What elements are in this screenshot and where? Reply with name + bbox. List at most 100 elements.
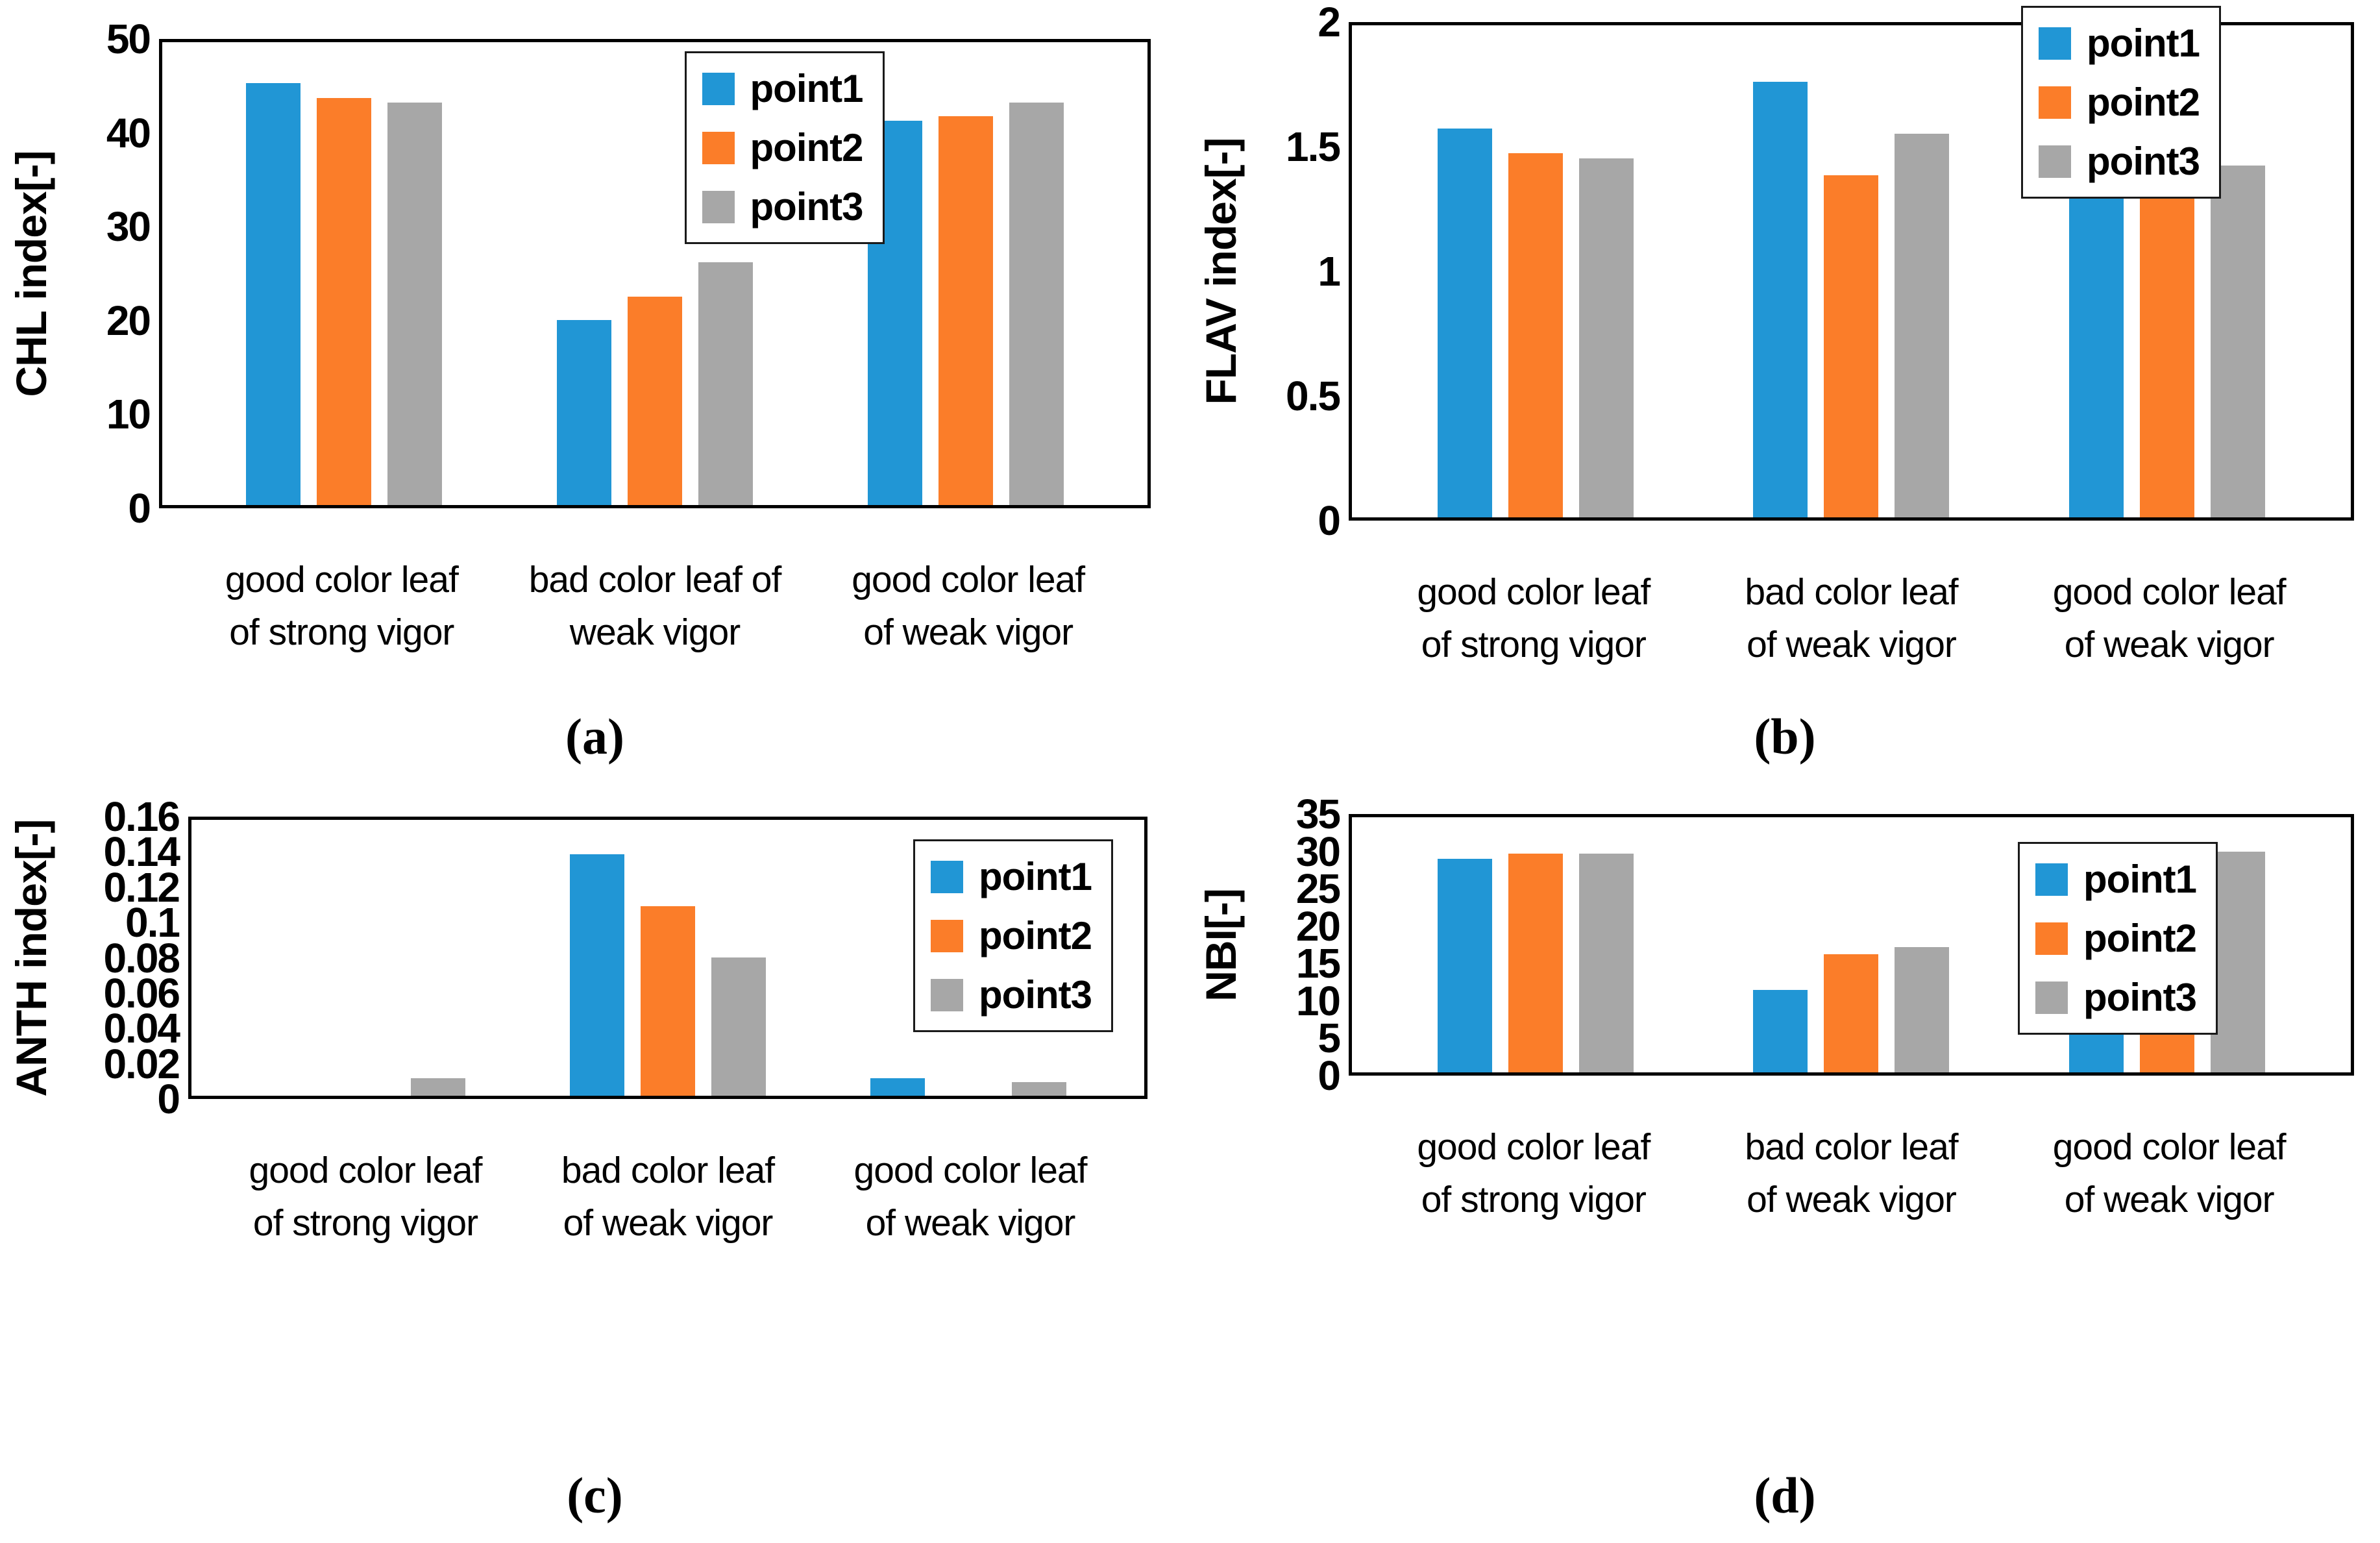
bar-point1-group1	[1438, 129, 1493, 517]
legend-label: point2	[2087, 80, 2200, 124]
x-category-label: bad color leaf of weak vigor	[528, 559, 782, 653]
x-category-label: bad color leaf of weak vigor	[1745, 571, 1958, 665]
y-tick-label: 0.12	[103, 863, 180, 911]
bar-point2-group3	[2139, 153, 2194, 517]
legend-label: point1	[750, 67, 864, 110]
legend-swatch-point2	[931, 919, 964, 952]
bar-group-3	[870, 820, 1066, 1096]
legend-item-point2: point2	[931, 913, 1092, 958]
bar-point2-group2	[1824, 954, 1879, 1072]
bar-point2-group1	[316, 98, 371, 505]
legend-label: point1	[2083, 858, 2197, 901]
bar-group-1	[245, 42, 442, 505]
y-tick-label: 0	[1318, 1052, 1341, 1099]
chart-area-a: CHL index[-] 0 10 20 30 40 50 point1 point2 poi…	[0, 16, 1190, 532]
legend-label: point2	[750, 126, 864, 169]
y-tick-label: 1	[1318, 248, 1341, 295]
bar-group-3	[868, 42, 1064, 505]
bars-container	[162, 42, 1147, 505]
y-tick-label: 35	[1295, 791, 1341, 837]
legend-swatch-point1	[2039, 27, 2072, 60]
bar-group-2	[1753, 817, 1950, 1072]
y-tick-label: 20	[106, 297, 151, 344]
panel-a: CHL index[-] 0 10 20 30 40 50 point1 point2 poi…	[0, 0, 1190, 811]
bar-group-2	[569, 820, 766, 1096]
chart-area-d: NBI[-] 0 5 10 15 20 25 30 35 point1 point2 point3	[1190, 791, 2380, 1099]
legend-swatch-point1	[2035, 863, 2068, 896]
y-axis-title-column: ANTH index[-]	[0, 817, 62, 1099]
legend-item-point1: point1	[931, 854, 1092, 899]
y-axis-ticks: 0 5 10 15 20 25 30 35	[1251, 791, 1349, 1099]
panel-label: (a)	[565, 708, 624, 765]
y-axis-title: FLAV index[-]	[1196, 138, 1245, 405]
y-axis-ticks: 0 0.02 0.04 0.06 0.08 0.1 0.12 0.14 0.16	[62, 793, 188, 1122]
legend-swatch-point3	[2035, 981, 2068, 1014]
legend-label: point3	[2083, 976, 2197, 1019]
legend: point1 point2 point3	[913, 839, 1113, 1032]
legend-label: point1	[2087, 21, 2200, 65]
legend-swatch-point2	[2035, 922, 2068, 955]
y-tick-label: 30	[1295, 828, 1341, 875]
y-tick-label: 40	[106, 109, 151, 156]
x-axis-labels: good color leaf of strong vigor bad color…	[159, 554, 1151, 659]
plot-area: point1 point2 point3	[1349, 6, 2354, 521]
legend-label: point1	[979, 855, 1092, 898]
bar-point3-group2	[1895, 134, 1950, 517]
legend-item-point1: point1	[2039, 21, 2200, 66]
bar-point3-group2	[711, 957, 766, 1096]
legend: point1 point2 point3	[2021, 6, 2221, 199]
legend-swatch-point3	[702, 190, 735, 223]
legend-item-point1: point1	[2035, 857, 2197, 902]
bar-point3-group2	[1895, 947, 1950, 1072]
y-axis-ticks: 0 0.5 1 1.5 2	[1251, 0, 1349, 544]
y-tick-label: 10	[106, 391, 151, 438]
legend-item-point2: point2	[2039, 80, 2200, 125]
x-category-label: good color leaf of weak vigor	[2052, 1126, 2287, 1220]
bar-point3-group3	[1011, 1082, 1066, 1096]
y-tick-label: 2	[1318, 0, 1341, 45]
y-axis-ticks: 0 10 20 30 40 50	[62, 16, 159, 532]
y-tick-label: 1.5	[1286, 123, 1341, 170]
y-tick-label: 0.16	[103, 793, 180, 840]
legend-item-point3: point3	[931, 972, 1092, 1017]
bar-point3-group2	[698, 262, 753, 505]
legend-item-point2: point2	[702, 125, 864, 170]
bar-point2-group2	[640, 906, 695, 1096]
y-tick-label: 50	[106, 16, 151, 62]
y-axis-title-column: NBI[-]	[1190, 814, 1251, 1076]
panel-label: (c)	[567, 1467, 623, 1524]
y-axis-title-column: FLAV index[-]	[1190, 22, 1251, 521]
bar-point3-group3	[2210, 852, 2265, 1072]
y-tick-label: 0.14	[103, 828, 180, 876]
y-tick-label: 25	[1295, 865, 1341, 913]
x-axis-labels: good color leaf of strong vigor bad color…	[1349, 1121, 2354, 1226]
x-category-label: good color leaf of strong vigor	[249, 1150, 483, 1244]
bar-point3-group1	[387, 103, 442, 505]
bars-container	[1352, 25, 2351, 517]
bar-group-1	[1438, 25, 1634, 517]
y-tick-label: 0.04	[103, 1005, 180, 1052]
legend-label: point2	[979, 914, 1092, 957]
y-tick-label: 0.02	[103, 1040, 180, 1087]
x-axis-labels: good color leaf of strong vigor bad color…	[1349, 566, 2354, 671]
panel-b: FLAV index[-] 0 0.5 1 1.5 2 point1 point2 poin…	[1190, 0, 2380, 811]
bar-point2-group2	[627, 297, 682, 505]
legend-swatch-point3	[931, 978, 964, 1011]
chart-area-c: ANTH index[-] 0 0.02 0.04 0.06 0.08 0.1 0.12 0.…	[0, 793, 1190, 1122]
x-category-label: good color leaf of strong vigor	[1417, 571, 1650, 665]
y-axis-title: ANTH index[-]	[6, 819, 55, 1096]
panel-d: NBI[-] 0 5 10 15 20 25 30 35 point1 point2 point3…	[1190, 791, 2380, 1543]
x-category-label: good color leaf of weak vigor	[853, 1150, 1088, 1244]
plot-area: point1 point2 point3	[1349, 814, 2354, 1076]
bar-point1-group2	[569, 854, 624, 1096]
bar-point1-group1	[245, 83, 301, 505]
plot-area: point1 point2 point3	[188, 817, 1147, 1099]
legend-label: point3	[2087, 140, 2200, 183]
legend: point1 point2 point3	[2018, 842, 2218, 1035]
legend-swatch-point2	[2039, 86, 2072, 119]
panel-c: ANTH index[-] 0 0.02 0.04 0.06 0.08 0.1 0.12 0.…	[0, 793, 1190, 1543]
bar-point3-group3	[2210, 166, 2265, 517]
legend-swatch-point1	[931, 860, 964, 893]
bar-point3-group1	[1579, 158, 1634, 517]
